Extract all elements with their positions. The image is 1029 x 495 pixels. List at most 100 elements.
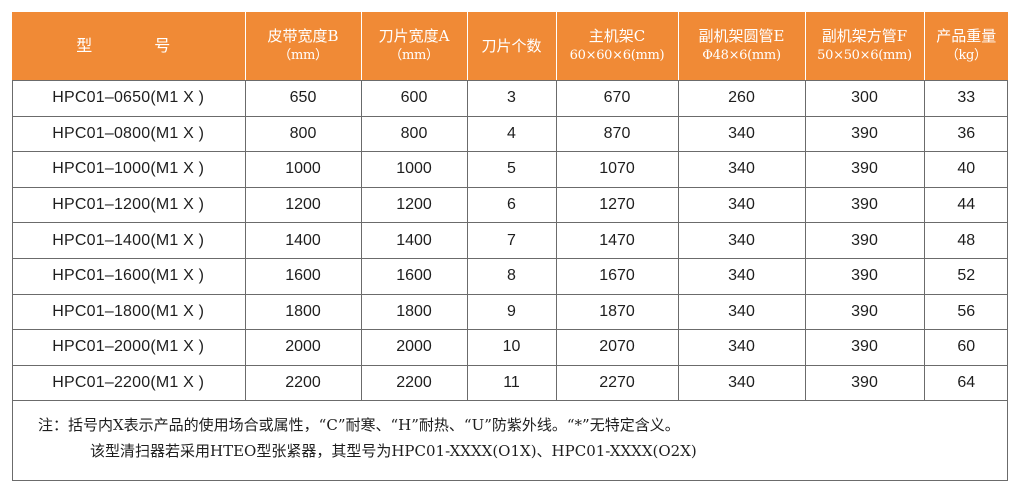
cell-blade-width: 800 (361, 116, 468, 153)
cell-sub-frame-round: 340 (678, 116, 806, 153)
table-row: HPC01–1800(M1 X ) 1800 1800 9 1870 340 3… (12, 294, 1008, 331)
cell-sub-frame-square: 390 (805, 258, 925, 295)
header-unit: Φ48×6(mm) (702, 48, 781, 63)
cell-blade-width: 2000 (361, 329, 468, 366)
cell-sub-frame-round: 340 (678, 365, 806, 402)
note-line-2: 该型清扫器若采用HTEO型张紧器，其型号为HPC01-XXXX(O1X)、HPC… (90, 442, 697, 460)
header-label: 副机架方管F (821, 27, 908, 45)
cell-sub-frame-round: 340 (678, 329, 806, 366)
header-main-frame: 主机架C 60×60×6(mm) (556, 12, 679, 81)
cell-model: HPC01–2200(M1 X ) (12, 365, 246, 402)
cell-sub-frame-round: 340 (678, 222, 806, 259)
cell-model: HPC01–1000(M1 X ) (12, 151, 246, 188)
cell-belt-width: 2000 (245, 329, 362, 366)
table-row: HPC01–1400(M1 X ) 1400 1400 7 1470 340 3… (12, 222, 1008, 259)
table-row: HPC01–0800(M1 X ) 800 800 4 870 340 390 … (12, 116, 1008, 153)
cell-model: HPC01–1400(M1 X ) (12, 222, 246, 259)
cell-blade-width: 1800 (361, 294, 468, 331)
cell-weight: 60 (924, 329, 1008, 366)
cell-belt-width: 800 (245, 116, 362, 153)
cell-blade-width: 600 (361, 80, 468, 117)
header-label: 刀片宽度A (378, 27, 450, 45)
cell-sub-frame-square: 390 (805, 329, 925, 366)
table-row: HPC01–2200(M1 X ) 2200 2200 11 2270 340 … (12, 365, 1008, 402)
cell-blade-width: 1000 (361, 151, 468, 188)
header-model: 型 号 (12, 12, 246, 81)
cell-belt-width: 1200 (245, 187, 362, 224)
cell-belt-width: 1000 (245, 151, 362, 188)
note-line-1: 注：括号内X表示产品的使用场合或属性，“C”耐寒、“H”耐热、“U”防紫外线。“… (38, 416, 680, 434)
spec-table: 型 号 皮带宽度B （mm） 刀片宽度A （mm） 刀片个数 主机架C 60×6… (12, 12, 1008, 402)
cell-sub-frame-round: 340 (678, 258, 806, 295)
header-label: 刀片个数 (481, 37, 542, 55)
cell-belt-width: 1800 (245, 294, 362, 331)
cell-blade-width: 2200 (361, 365, 468, 402)
header-label: 型 号 (76, 36, 181, 55)
header-row: 型 号 皮带宽度B （mm） 刀片宽度A （mm） 刀片个数 主机架C 60×6… (12, 12, 1008, 81)
cell-belt-width: 2200 (245, 365, 362, 402)
cell-sub-frame-round: 340 (678, 187, 806, 224)
header-blade-width: 刀片宽度A （mm） (361, 12, 468, 81)
cell-model: HPC01–1800(M1 X ) (12, 294, 246, 331)
cell-sub-frame-square: 390 (805, 151, 925, 188)
cell-blade-count: 7 (467, 222, 557, 259)
header-label: 主机架C (588, 27, 646, 45)
cell-weight: 48 (924, 222, 1008, 259)
table-row: HPC01–1000(M1 X ) 1000 1000 5 1070 340 3… (12, 151, 1008, 188)
cell-blade-count: 4 (467, 116, 557, 153)
header-label: 皮带宽度B (267, 27, 339, 45)
header-unit: 50×50×6(mm) (817, 48, 912, 63)
cell-weight: 44 (924, 187, 1008, 224)
cell-main-frame: 870 (556, 116, 679, 153)
cell-blade-count: 5 (467, 151, 557, 188)
header-unit: （kg） (945, 48, 987, 63)
cell-weight: 52 (924, 258, 1008, 295)
cell-model: HPC01–0800(M1 X ) (12, 116, 246, 153)
cell-weight: 64 (924, 365, 1008, 402)
header-blade-count: 刀片个数 (467, 12, 557, 81)
cell-weight: 56 (924, 294, 1008, 331)
cell-sub-frame-round: 340 (678, 294, 806, 331)
cell-main-frame: 2070 (556, 329, 679, 366)
cell-weight: 36 (924, 116, 1008, 153)
header-label: 产品重量 (936, 27, 997, 45)
header-unit: （mm） (389, 48, 439, 63)
cell-sub-frame-square: 390 (805, 365, 925, 402)
cell-blade-width: 1400 (361, 222, 468, 259)
cell-blade-count: 6 (467, 187, 557, 224)
header-sub-frame-round: 副机架圆管E Φ48×6(mm) (678, 12, 806, 81)
header-belt-width: 皮带宽度B （mm） (245, 12, 362, 81)
cell-model: HPC01–2000(M1 X ) (12, 329, 246, 366)
cell-sub-frame-round: 260 (678, 80, 806, 117)
cell-sub-frame-square: 390 (805, 187, 925, 224)
cell-blade-count: 9 (467, 294, 557, 331)
cell-belt-width: 650 (245, 80, 362, 117)
cell-blade-count: 3 (467, 80, 557, 117)
cell-main-frame: 1670 (556, 258, 679, 295)
header-sub-frame-square: 副机架方管F 50×50×6(mm) (805, 12, 925, 81)
cell-blade-count: 11 (467, 365, 557, 402)
cell-weight: 33 (924, 80, 1008, 117)
cell-main-frame: 1870 (556, 294, 679, 331)
cell-main-frame: 1470 (556, 222, 679, 259)
cell-model: HPC01–0650(M1 X ) (12, 80, 246, 117)
header-label: 副机架圆管E (698, 27, 785, 45)
cell-sub-frame-square: 390 (805, 294, 925, 331)
cell-blade-width: 1600 (361, 258, 468, 295)
cell-model: HPC01–1200(M1 X ) (12, 187, 246, 224)
cell-model: HPC01–1600(M1 X ) (12, 258, 246, 295)
cell-belt-width: 1400 (245, 222, 362, 259)
notes: 注：括号内X表示产品的使用场合或属性，“C”耐寒、“H”耐热、“U”防紫外线。“… (38, 412, 998, 464)
cell-sub-frame-round: 340 (678, 151, 806, 188)
cell-main-frame: 1070 (556, 151, 679, 188)
cell-blade-count: 8 (467, 258, 557, 295)
cell-sub-frame-square: 390 (805, 116, 925, 153)
header-weight: 产品重量 （kg） (924, 12, 1008, 81)
cell-belt-width: 1600 (245, 258, 362, 295)
cell-sub-frame-square: 390 (805, 222, 925, 259)
table-row: HPC01–1600(M1 X ) 1600 1600 8 1670 340 3… (12, 258, 1008, 295)
cell-main-frame: 670 (556, 80, 679, 117)
cell-blade-width: 1200 (361, 187, 468, 224)
table-row: HPC01–0650(M1 X ) 650 600 3 670 260 300 … (12, 80, 1008, 117)
table-row: HPC01–2000(M1 X ) 2000 2000 10 2070 340 … (12, 329, 1008, 366)
